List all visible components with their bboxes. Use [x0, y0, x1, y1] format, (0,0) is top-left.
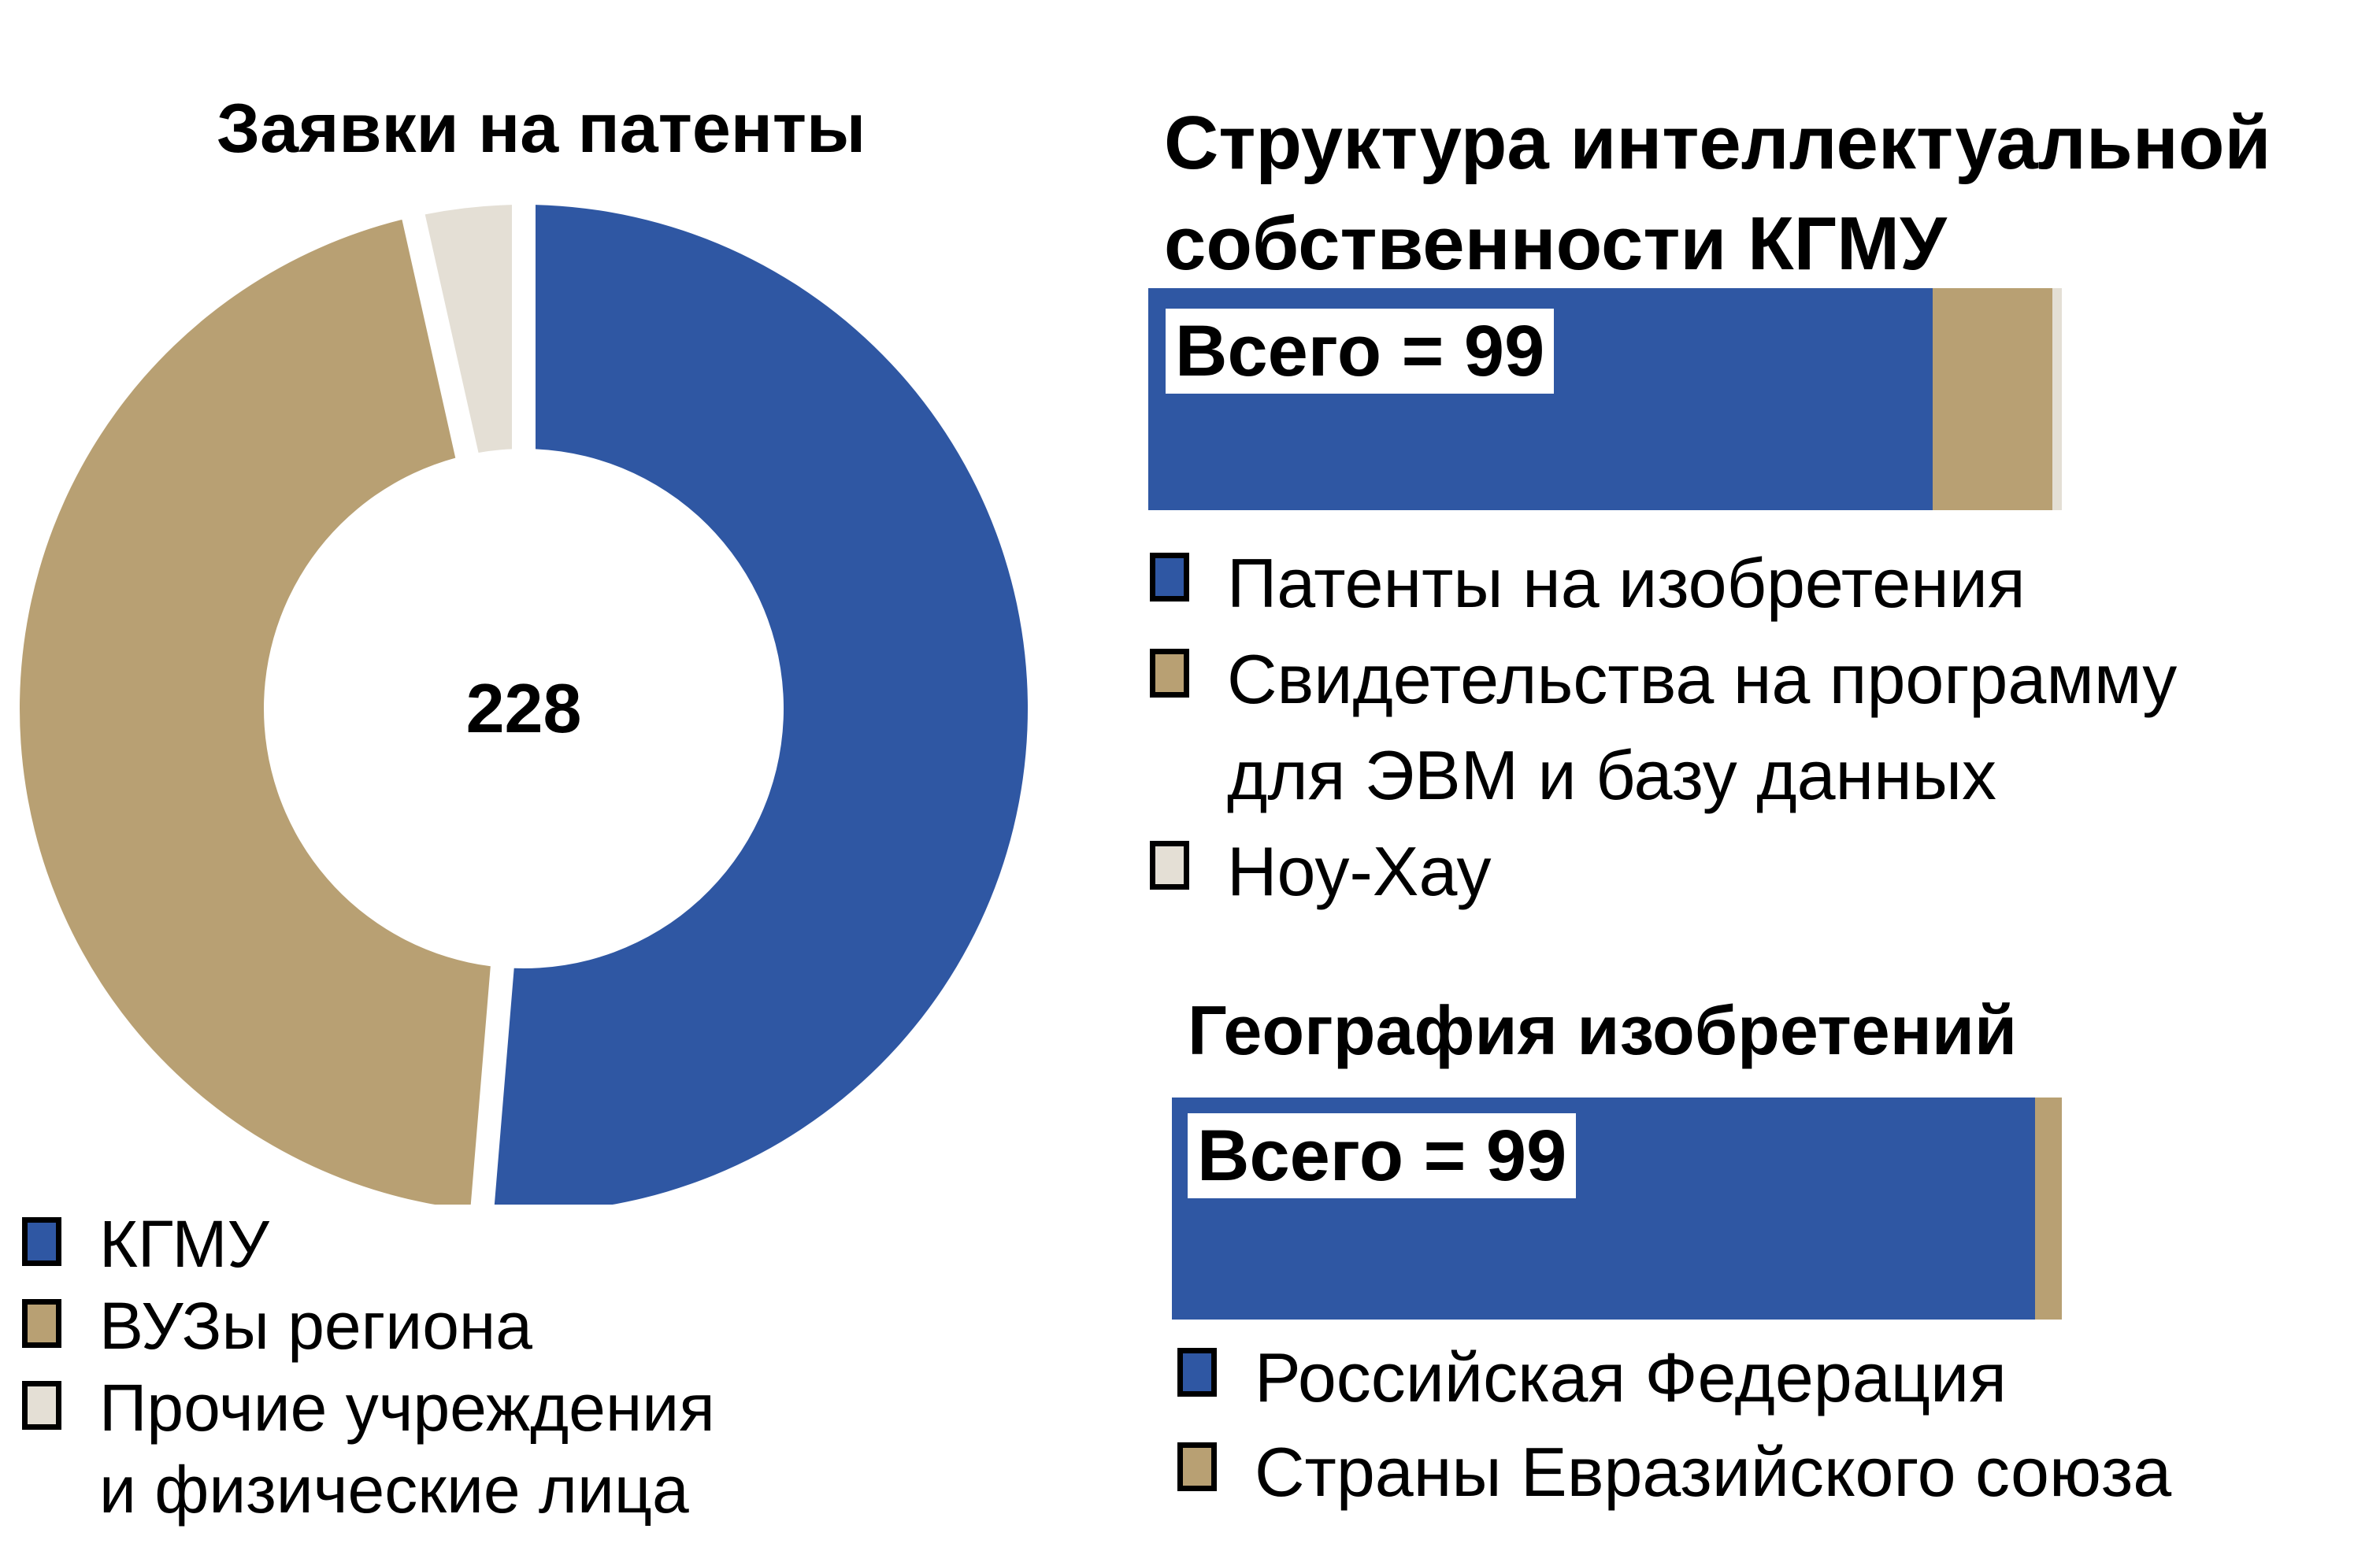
- donut-legend-item: КГМУ: [22, 1203, 715, 1285]
- legend-label: Патенты на изобретения: [1227, 544, 2026, 622]
- donut-slice-3: [424, 205, 513, 453]
- legend-label: Российская Федерация: [1255, 1338, 2007, 1416]
- legend-swatch: [22, 1217, 61, 1266]
- donut-chart-title: Заявки на патенты: [217, 89, 866, 167]
- donut-legend: КГМУ ВУЗы региона Прочие учреждения и физи…: [22, 1203, 715, 1531]
- donut-center-total: 228: [466, 669, 582, 747]
- structure-legend-item: Патенты на изобретения: [1150, 535, 2177, 631]
- legend-swatch: [1177, 1348, 1217, 1397]
- legend-label: Страны Евразийского союза: [1255, 1433, 2172, 1511]
- donut-legend-item: ВУЗы региона: [22, 1285, 715, 1367]
- legend-label: ВУЗы региона: [99, 1289, 533, 1363]
- patent-applications-donut: 228: [20, 205, 1028, 1205]
- structure-legend-item: Свидетельства на программу для ЭВМ и баз…: [1150, 631, 2177, 824]
- geography-legend-item: Российская Федерация: [1177, 1331, 2171, 1425]
- geography-total-label: Всего = 99: [1188, 1113, 1577, 1198]
- structure-bar-segment-3: [2052, 288, 2062, 510]
- legend-label: Ноу-Хау: [1227, 832, 1492, 910]
- legend-swatch: [1150, 553, 1189, 602]
- legend-swatch: [22, 1381, 61, 1430]
- donut-legend-item: Прочие учреждения и физические лица: [22, 1367, 715, 1531]
- legend-label: Прочие учреждения и физические лица: [99, 1371, 715, 1527]
- donut-slice-2: [20, 219, 491, 1205]
- legend-label: Свидетельства на программу для ЭВМ и баз…: [1227, 640, 2178, 814]
- legend-swatch: [1150, 841, 1189, 890]
- structure-legend: Патенты на изобретения Свидетельства на п…: [1150, 535, 2177, 920]
- structure-legend-item: Ноу-Хау: [1150, 824, 2177, 920]
- structure-chart-title: Структура интеллектуальной собственности…: [1164, 101, 2271, 286]
- legend-swatch: [1177, 1442, 1217, 1491]
- geography-bar-segment-2: [2034, 1098, 2062, 1320]
- legend-swatch: [1150, 649, 1189, 698]
- structure-total-label: Всего = 99: [1166, 309, 1555, 394]
- geography-legend: Российская Федерация Страны Евразийского …: [1177, 1331, 2171, 1520]
- structure-bar-segment-2: [1932, 288, 2053, 510]
- legend-swatch: [22, 1299, 61, 1348]
- geography-legend-item: Страны Евразийского союза: [1177, 1425, 2171, 1520]
- donut-slice-1: [494, 205, 1028, 1205]
- legend-label: КГМУ: [99, 1207, 269, 1281]
- geography-chart-title: География изобретений: [1188, 991, 2018, 1069]
